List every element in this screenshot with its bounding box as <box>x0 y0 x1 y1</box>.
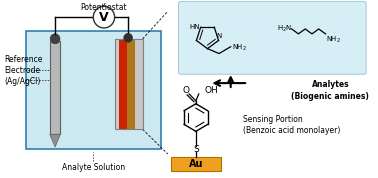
Text: NH$_2$: NH$_2$ <box>232 43 246 53</box>
Circle shape <box>93 6 115 28</box>
Text: Au: Au <box>189 159 203 169</box>
Bar <box>171 157 221 171</box>
Circle shape <box>50 34 60 44</box>
FancyBboxPatch shape <box>26 31 161 149</box>
Text: Analyte Solution: Analyte Solution <box>62 163 125 172</box>
Text: Analytes
(Biogenic amines): Analytes (Biogenic amines) <box>291 80 369 101</box>
Circle shape <box>124 33 133 42</box>
Text: Potentiostat: Potentiostat <box>81 3 127 12</box>
Text: Reference
Electrode
(Ag/AgCl): Reference Electrode (Ag/AgCl) <box>4 55 43 86</box>
Text: Sensing Portion
(Benzoic acid monolayer): Sensing Portion (Benzoic acid monolayer) <box>243 115 341 135</box>
Text: S: S <box>193 145 199 154</box>
FancyBboxPatch shape <box>178 1 366 74</box>
Text: O: O <box>183 87 190 95</box>
Bar <box>127 39 135 129</box>
Text: HN: HN <box>189 24 200 30</box>
Text: H$_2$N: H$_2$N <box>277 24 292 34</box>
Text: V: V <box>99 11 109 24</box>
Bar <box>50 41 60 134</box>
Bar <box>119 39 127 129</box>
Bar <box>115 39 119 129</box>
Bar <box>135 39 143 129</box>
Polygon shape <box>50 134 60 147</box>
Bar <box>115 39 143 129</box>
Text: OH: OH <box>204 87 218 95</box>
Text: NH$_2$: NH$_2$ <box>327 35 341 45</box>
Text: N: N <box>217 33 222 40</box>
